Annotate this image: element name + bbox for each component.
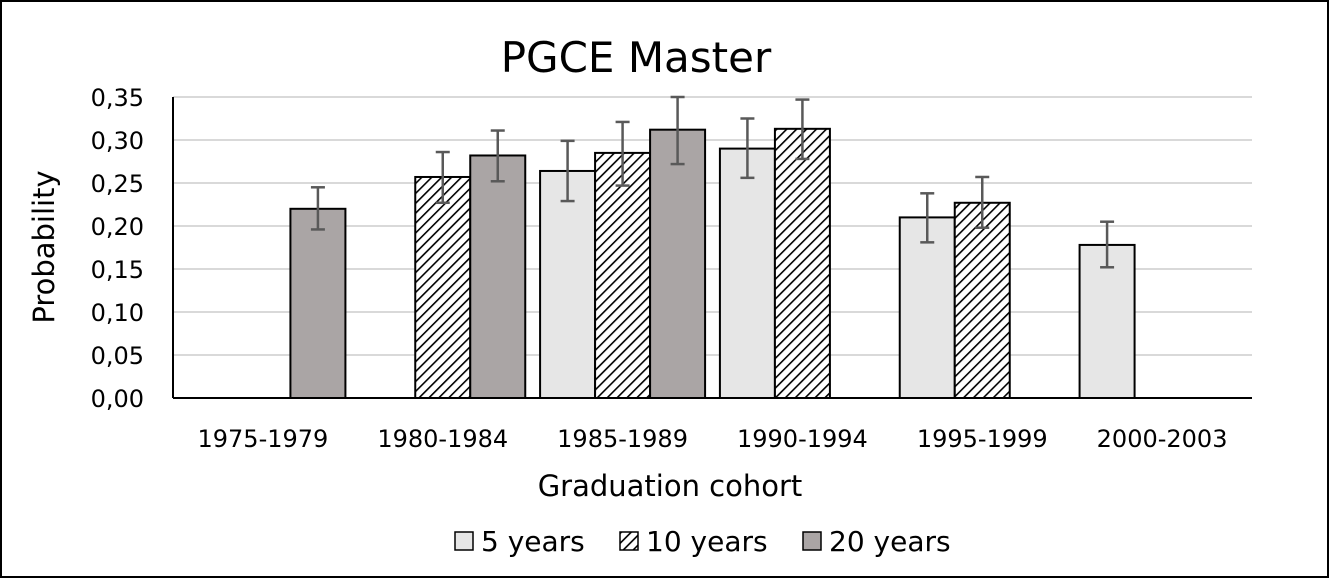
x-axis-label: Graduation cohort — [538, 469, 803, 503]
x-tick-label: 2000-2003 — [1097, 425, 1228, 453]
error-bar — [795, 98, 810, 161]
error-bar — [920, 192, 935, 244]
legend-swatch-10-years — [619, 531, 639, 551]
legend-label-5-years: 5 years — [481, 525, 585, 558]
bar-20-years-1975-1979 — [289, 207, 347, 399]
legend-swatch-5-years — [454, 531, 474, 551]
chart-title: PGCE Master — [501, 33, 772, 82]
legend: 5 years 10 years 20 years — [454, 525, 951, 558]
bar-5-years-1985-1989 — [539, 169, 597, 399]
y-tick-labels: 0,00 0,05 0,10 0,15 0,20 0,25 0,30 0,35 — [91, 84, 144, 413]
bar-20-years-1980-1984 — [469, 154, 527, 399]
y-tick-label: 0,25 — [91, 170, 144, 198]
error-bars — [310, 95, 1115, 269]
y-tick-label: 0,05 — [91, 342, 144, 370]
x-tick-labels: 1975-1979 1980-1984 1985-1989 1990-1994 1995… — [198, 425, 1228, 453]
x-tick-label: 1985-1989 — [557, 425, 688, 453]
x-tick-label: 1980-1984 — [377, 425, 508, 453]
y-axis-label: Probability — [27, 170, 61, 323]
legend-label-10-years: 10 years — [646, 525, 768, 558]
error-bar — [975, 175, 990, 229]
y-tick-label: 0,10 — [91, 299, 144, 327]
bar-10-years-1995-1999 — [953, 201, 1011, 399]
legend-label-20-years: 20 years — [829, 525, 951, 558]
y-tick-label: 0,30 — [91, 127, 144, 155]
bar-10-years-1980-1984 — [414, 175, 472, 399]
bar-10-years-1990-1994 — [773, 127, 831, 399]
y-tick-label: 0,35 — [91, 84, 144, 112]
bar-20-years-1985-1989 — [649, 128, 707, 400]
error-bar — [310, 186, 325, 231]
error-bar — [435, 150, 450, 205]
error-bar — [740, 117, 755, 180]
bars — [289, 127, 1136, 400]
bar-5-years-1995-1999 — [898, 216, 956, 399]
y-tick-label: 0,00 — [91, 385, 144, 413]
error-bar — [670, 95, 685, 166]
error-bar — [560, 139, 575, 203]
error-bar — [490, 129, 505, 183]
y-tick-label: 0,15 — [91, 256, 144, 284]
y-tick-label: 0,20 — [91, 213, 144, 241]
legend-swatch-20-years — [802, 531, 822, 551]
x-tick-label: 1990-1994 — [737, 425, 868, 453]
gridlines — [173, 96, 1252, 356]
x-tick-label: 1975-1979 — [198, 425, 329, 453]
bar-10-years-1985-1989 — [594, 151, 652, 399]
x-tick-label: 1995-1999 — [917, 425, 1048, 453]
error-bar — [615, 120, 630, 187]
error-bar — [1100, 220, 1115, 269]
bar-5-years-1990-1994 — [718, 147, 776, 399]
